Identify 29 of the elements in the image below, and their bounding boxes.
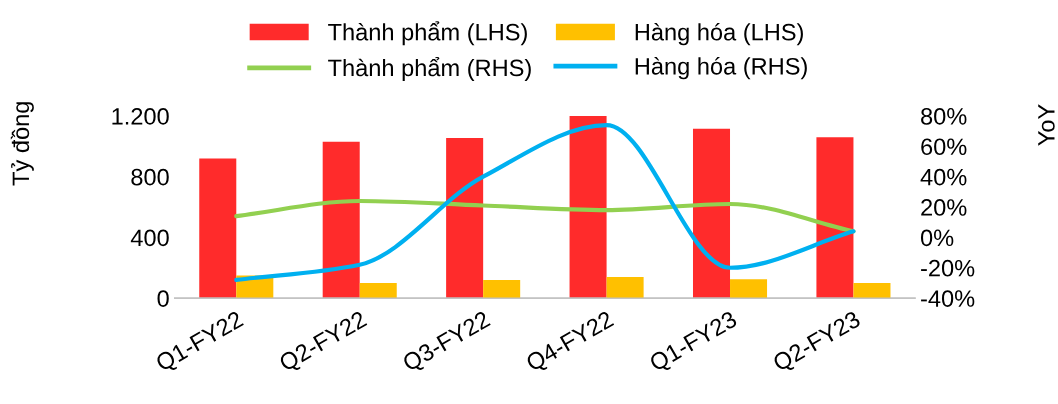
y-tick-label: 0 [157,290,169,307]
y2-tick-label: 80% [921,108,967,125]
y2-tick-label: 60% [921,138,967,156]
bar [483,279,521,299]
y2-tick-label: 20% [921,199,967,216]
y-tick-label: 400 [130,229,169,247]
y2-axis-title: YoY [1038,104,1055,146]
bar [853,282,891,299]
bar [446,137,484,299]
y2-tick-label: -20% [921,259,975,277]
y-axis-title: Tỷ đồng [10,102,34,186]
bar [322,141,360,299]
y2-tick-label: 40% [920,168,967,186]
legend-label: Hàng hóa (LHS) [635,22,803,46]
y2-tick-label: -40% [921,290,975,307]
bar [569,115,607,299]
legend-label: Thành phẩm (LHS) [328,21,527,46]
y-tick-label: 1.200 [112,108,169,125]
bar [730,279,768,299]
line-series [234,122,856,283]
bar [606,276,644,299]
legend-label: Hàng hóa (RHS) [635,57,807,80]
y-tick-label: 800 [131,168,169,186]
bar [816,137,854,299]
bar [359,282,397,299]
y2-tick-label: 0% [920,229,954,247]
bar [692,128,731,299]
bar [199,158,237,299]
legend-label: Thành phẩm (RHS) [328,57,531,81]
